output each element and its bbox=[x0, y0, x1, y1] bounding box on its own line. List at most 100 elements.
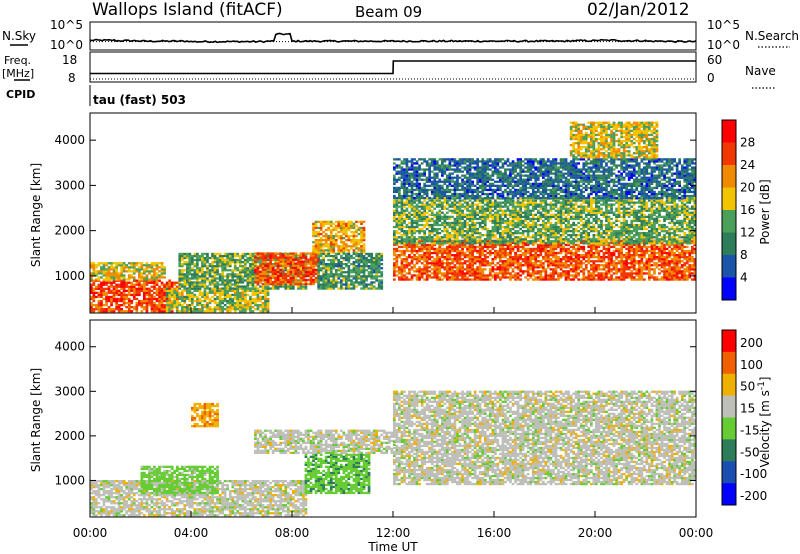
heatmap-cell bbox=[602, 272, 606, 275]
heatmap-cell bbox=[158, 297, 161, 301]
heatmap-cell bbox=[648, 278, 651, 281]
heatmap-cell bbox=[673, 243, 676, 247]
heatmap-cell bbox=[228, 285, 232, 288]
heatmap-cell bbox=[289, 276, 293, 280]
heatmap-cell bbox=[132, 276, 136, 279]
heatmap-cell bbox=[400, 254, 404, 257]
heatmap-cell bbox=[329, 247, 333, 250]
heatmap-cell bbox=[329, 281, 333, 284]
heatmap-cell bbox=[304, 285, 308, 288]
heatmap-cell bbox=[163, 306, 166, 309]
heatmap-cell bbox=[683, 268, 687, 271]
heatmap-cell bbox=[218, 287, 222, 290]
heatmap-cell bbox=[428, 223, 431, 227]
heatmap-cell bbox=[307, 260, 310, 263]
heatmap-cell bbox=[208, 281, 212, 284]
heatmap-cell bbox=[441, 243, 444, 247]
heatmap-cell bbox=[302, 256, 305, 259]
heatmap-cell bbox=[529, 254, 533, 257]
heatmap-cell bbox=[355, 220, 358, 223]
heatmap-cell bbox=[271, 274, 275, 278]
heatmap-cell bbox=[372, 277, 376, 280]
heatmap-cell bbox=[256, 293, 260, 297]
heatmap-cell bbox=[259, 289, 262, 292]
heatmap-cell bbox=[685, 276, 689, 279]
heatmap-cell bbox=[213, 269, 217, 272]
heatmap-cell bbox=[241, 254, 245, 258]
heatmap-cell bbox=[395, 236, 399, 239]
heatmap-cell bbox=[635, 272, 639, 275]
heatmap-cell bbox=[175, 304, 179, 307]
heatmap-cell bbox=[107, 299, 111, 303]
heatmap-cell bbox=[370, 271, 373, 274]
heatmap-cell bbox=[405, 240, 409, 243]
heatmap-cell bbox=[241, 279, 245, 282]
heatmap-cell bbox=[216, 252, 219, 256]
heatmap-cell bbox=[117, 293, 121, 297]
heatmap-cell bbox=[653, 258, 656, 261]
heatmap-cell bbox=[509, 258, 512, 261]
heatmap-cell bbox=[203, 258, 207, 262]
heatmap-cell bbox=[302, 252, 305, 255]
heatmap-cell bbox=[516, 247, 520, 251]
heatmap-cell bbox=[251, 261, 255, 264]
heatmap-cell bbox=[415, 213, 419, 216]
heatmap-cell bbox=[249, 263, 252, 266]
heatmap-cell bbox=[375, 277, 378, 280]
heatmap-cell bbox=[441, 230, 444, 233]
heatmap-cell bbox=[435, 221, 439, 225]
heatmap-cell bbox=[549, 258, 553, 261]
heatmap-cell bbox=[284, 258, 288, 262]
heatmap-cell bbox=[557, 274, 560, 277]
heatmap-cell bbox=[350, 283, 353, 286]
heatmap-cell bbox=[284, 283, 288, 286]
heatmap-cell bbox=[241, 269, 245, 272]
heatmap-cell bbox=[105, 268, 108, 271]
heatmap-cell bbox=[201, 273, 204, 276]
heatmap-cell bbox=[183, 289, 187, 292]
heatmap-cell bbox=[145, 278, 149, 281]
heatmap-cell bbox=[506, 260, 510, 263]
heatmap-cell bbox=[400, 258, 404, 261]
heatmap-cell bbox=[249, 287, 252, 290]
heatmap-cell bbox=[408, 264, 411, 267]
heatmap-cell bbox=[428, 234, 431, 237]
heatmap-cell bbox=[415, 199, 419, 202]
heatmap-cell bbox=[138, 279, 141, 282]
heatmap-cell bbox=[680, 278, 684, 281]
heatmap-cell bbox=[499, 270, 502, 273]
heatmap-cell bbox=[115, 308, 118, 311]
heatmap-cell bbox=[630, 245, 634, 249]
heatmap-cell bbox=[499, 272, 502, 275]
heatmap-cell bbox=[345, 279, 348, 282]
heatmap-cell bbox=[213, 289, 217, 292]
heatmap-cell bbox=[627, 256, 631, 259]
heatmap-cell bbox=[158, 299, 161, 303]
heatmap-cell bbox=[236, 261, 240, 264]
heatmap-cell bbox=[342, 271, 346, 274]
heatmap-cell bbox=[173, 293, 176, 297]
heatmap-cell bbox=[352, 275, 356, 278]
heatmap-cell bbox=[352, 256, 356, 260]
heatmap-cell bbox=[105, 291, 108, 294]
heatmap-cell bbox=[314, 280, 318, 284]
heatmap-cell bbox=[514, 262, 517, 265]
heatmap-cell bbox=[105, 264, 108, 267]
heatmap-cell bbox=[239, 258, 242, 262]
heatmap-cell bbox=[486, 278, 490, 281]
heatmap-cell bbox=[665, 268, 669, 271]
heatmap-cell bbox=[228, 295, 232, 299]
heatmap-cell bbox=[592, 247, 596, 251]
heatmap-cell bbox=[274, 285, 277, 288]
heatmap-cell bbox=[362, 249, 366, 252]
heatmap-cell bbox=[645, 272, 649, 275]
heatmap-cell bbox=[266, 280, 270, 284]
heatmap-cell bbox=[168, 310, 171, 313]
heatmap-cell bbox=[329, 261, 333, 264]
heatmap-cell bbox=[403, 242, 406, 245]
heatmap-cell bbox=[367, 265, 371, 268]
heatmap-cell bbox=[206, 254, 209, 258]
heatmap-cell bbox=[148, 287, 151, 290]
heatmap-cell bbox=[155, 268, 159, 271]
heatmap-cell bbox=[683, 251, 687, 255]
